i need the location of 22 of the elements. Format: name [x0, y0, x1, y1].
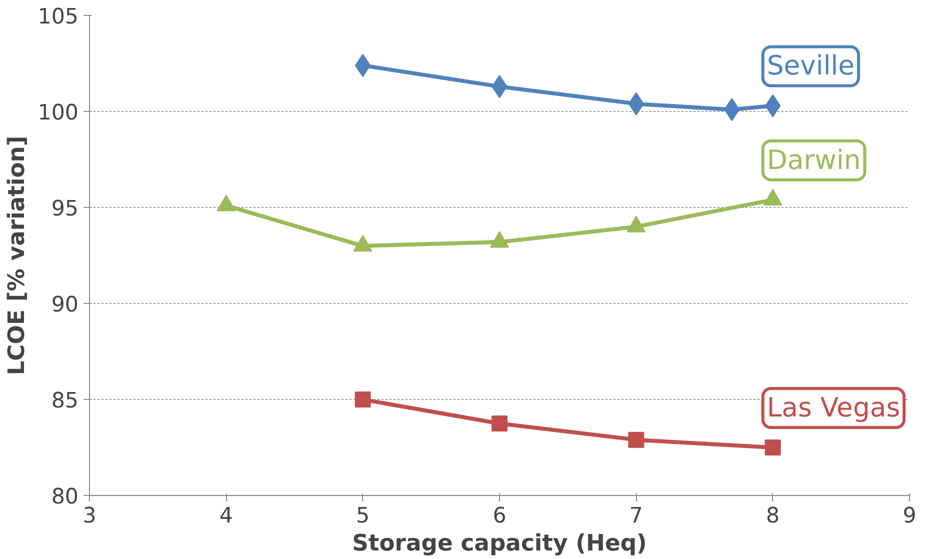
y-axis-title: LCOE [% variation]: [4, 136, 30, 376]
series-label: Seville: [766, 50, 855, 82]
point: [628, 432, 644, 448]
y-tick-label: 90: [51, 292, 78, 318]
y-tick-label: 85: [51, 388, 78, 414]
x-axis-title: Storage capacity (Heq): [352, 530, 647, 556]
point: [764, 440, 781, 456]
x-tick-label: 4: [219, 504, 233, 528]
x-tick-label: 9: [902, 504, 916, 528]
x-tick-label: 8: [766, 504, 780, 528]
y-tick-label: 100: [38, 100, 79, 126]
y-tick-label: 80: [51, 484, 78, 510]
x-tick-label: 6: [492, 504, 506, 528]
y-tick-label: 95: [51, 196, 78, 222]
x-tick-label: 3: [82, 504, 96, 528]
x-tick-label: 5: [356, 504, 370, 528]
series-label: Las Vegas: [766, 392, 900, 424]
point: [492, 416, 508, 432]
series-label: Darwin: [766, 144, 861, 176]
y-tick-label: 105: [38, 4, 79, 30]
x-tick-label: 7: [629, 504, 643, 528]
point: [354, 392, 371, 408]
